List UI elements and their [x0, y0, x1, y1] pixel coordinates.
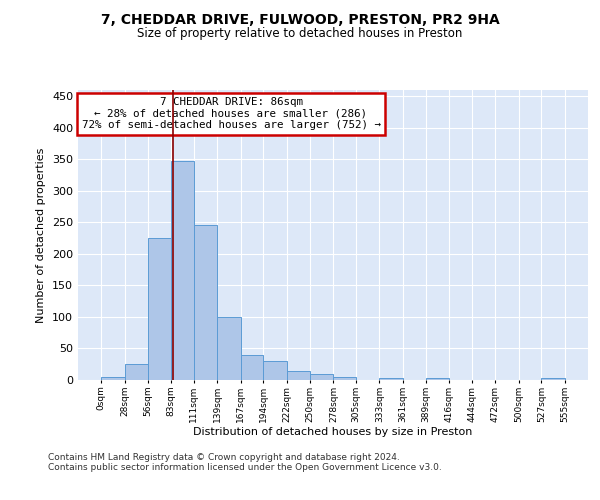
Bar [101, 378, 125, 380]
Y-axis label: Number of detached properties: Number of detached properties [37, 148, 46, 322]
Text: 7, CHEDDAR DRIVE, FULWOOD, PRESTON, PR2 9HA: 7, CHEDDAR DRIVE, FULWOOD, PRESTON, PR2 … [101, 12, 499, 26]
Bar [541, 378, 565, 380]
Text: Contains HM Land Registry data © Crown copyright and database right 2024.: Contains HM Land Registry data © Crown c… [48, 454, 400, 462]
Bar [217, 317, 241, 380]
Bar [310, 374, 334, 380]
Bar [263, 361, 287, 380]
Text: Contains public sector information licensed under the Open Government Licence v3: Contains public sector information licen… [48, 464, 442, 472]
Bar [125, 364, 148, 380]
Text: 7 CHEDDAR DRIVE: 86sqm
← 28% of detached houses are smaller (286)
72% of semi-de: 7 CHEDDAR DRIVE: 86sqm ← 28% of detached… [82, 97, 380, 130]
Bar [334, 377, 356, 380]
Bar [241, 355, 263, 380]
Bar [426, 378, 449, 380]
Text: Size of property relative to detached houses in Preston: Size of property relative to detached ho… [137, 28, 463, 40]
X-axis label: Distribution of detached houses by size in Preston: Distribution of detached houses by size … [193, 428, 473, 438]
Bar [194, 225, 217, 380]
Bar [148, 238, 170, 380]
Bar [170, 161, 194, 380]
Bar [379, 378, 403, 380]
Bar [287, 370, 310, 380]
